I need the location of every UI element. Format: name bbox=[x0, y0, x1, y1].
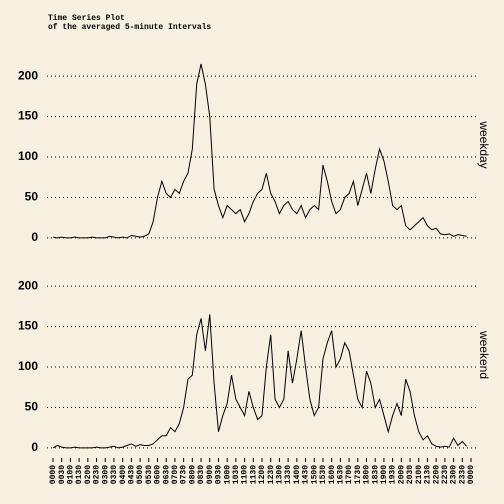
y-tick-label: 150 bbox=[18, 109, 38, 123]
y-tick-label: 150 bbox=[18, 319, 38, 333]
x-tick-label: 0500 bbox=[136, 465, 145, 484]
x-tick-label: 1600 bbox=[328, 465, 337, 484]
chart-title: Time Series Plot bbox=[48, 14, 125, 23]
y-tick-label: 200 bbox=[18, 68, 38, 82]
series-line bbox=[52, 63, 467, 239]
x-tick-label: 0400 bbox=[119, 465, 128, 484]
x-tick-label: 0000 bbox=[467, 465, 476, 484]
y-tick-label: 0 bbox=[31, 440, 38, 454]
x-tick-label: 1300 bbox=[276, 465, 285, 484]
x-tick-label: 0530 bbox=[145, 465, 154, 484]
x-tick-label: 1730 bbox=[354, 465, 363, 484]
x-tick-label: 0630 bbox=[162, 465, 171, 484]
x-tick-label: 1400 bbox=[293, 465, 302, 484]
x-tick-label: 0030 bbox=[58, 465, 67, 484]
x-tick-label: 0930 bbox=[215, 465, 224, 484]
x-tick-label: 1330 bbox=[284, 465, 293, 484]
x-tick-label: 2130 bbox=[424, 465, 433, 484]
x-tick-label: 1530 bbox=[319, 465, 328, 484]
x-tick-label: 0830 bbox=[197, 465, 206, 484]
x-tick-label: 1630 bbox=[336, 465, 345, 484]
x-tick-label: 0200 bbox=[84, 465, 93, 484]
x-tick-label: 1500 bbox=[310, 465, 319, 484]
x-tick-label: 1930 bbox=[389, 465, 398, 484]
x-tick-label: 2200 bbox=[432, 465, 441, 484]
x-tick-label: 0600 bbox=[154, 465, 163, 484]
series-line bbox=[52, 314, 468, 449]
y-tick-label: 100 bbox=[18, 359, 38, 373]
x-tick-label: 0330 bbox=[110, 465, 119, 484]
x-tick-label: 1800 bbox=[363, 465, 372, 484]
y-tick-label: 50 bbox=[25, 190, 39, 204]
x-tick-label: 2000 bbox=[397, 465, 406, 484]
x-tick-label: 0900 bbox=[206, 465, 215, 484]
x-tick-label: 1200 bbox=[258, 465, 267, 484]
x-tick-label: 2030 bbox=[406, 465, 415, 484]
x-tick-label: 1900 bbox=[380, 465, 389, 484]
x-tick-label: 2100 bbox=[415, 465, 424, 484]
x-tick-label: 1830 bbox=[371, 465, 380, 484]
chart-subtitle: of the averaged 5-minute Intervals bbox=[48, 23, 211, 32]
x-tick-label: 2330 bbox=[458, 465, 467, 484]
x-tick-label: 2230 bbox=[441, 465, 450, 484]
x-tick-label: 0300 bbox=[101, 465, 110, 484]
x-tick-label: 1000 bbox=[223, 465, 232, 484]
x-tick-label: 0800 bbox=[188, 465, 197, 484]
y-tick-label: 0 bbox=[31, 230, 38, 244]
strip-label: weekday bbox=[477, 120, 491, 168]
x-tick-label: 1700 bbox=[345, 465, 354, 484]
x-tick-label: 0000 bbox=[49, 465, 58, 484]
x-tick-label: 0100 bbox=[67, 465, 76, 484]
x-tick-label: 0700 bbox=[171, 465, 180, 484]
x-tick-label: 1130 bbox=[249, 465, 258, 484]
x-tick-label: 1030 bbox=[232, 465, 241, 484]
x-tick-label: 0730 bbox=[180, 465, 189, 484]
x-tick-label: 1230 bbox=[267, 465, 276, 484]
x-tick-label: 2300 bbox=[450, 465, 459, 484]
strip-label: weekend bbox=[477, 330, 491, 379]
x-tick-label: 0230 bbox=[93, 465, 102, 484]
x-tick-label: 1100 bbox=[241, 465, 250, 484]
x-tick-label: 1430 bbox=[302, 465, 311, 484]
y-tick-label: 50 bbox=[25, 400, 39, 414]
x-tick-label: 0130 bbox=[75, 465, 84, 484]
y-tick-label: 200 bbox=[18, 278, 38, 292]
x-tick-label: 0430 bbox=[127, 465, 136, 484]
y-tick-label: 100 bbox=[18, 149, 38, 163]
